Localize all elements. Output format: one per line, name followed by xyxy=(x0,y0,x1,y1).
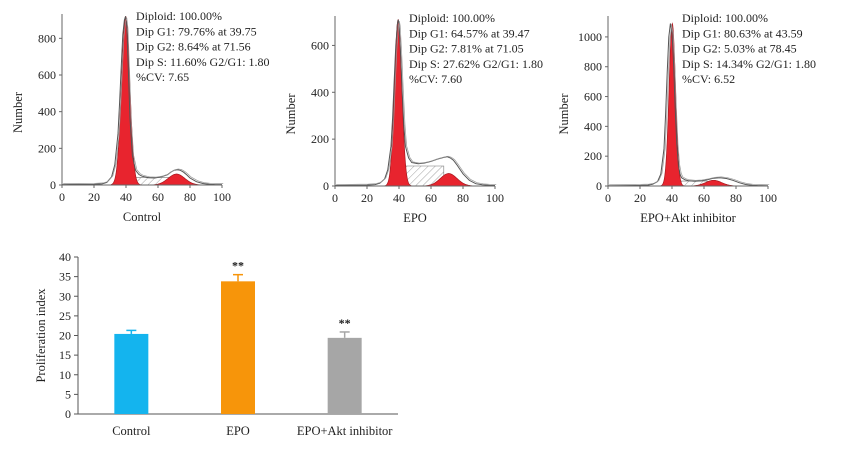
histogram-fit-line xyxy=(336,21,497,185)
x-tick-label: 20 xyxy=(634,191,646,205)
histogram-panel: 0 20 40 60 80 100 0 200 400 600 EPO Number Diploid: … xyxy=(284,11,543,225)
significance-marker: ** xyxy=(232,259,244,273)
x-tick-label: 0 xyxy=(59,190,65,204)
y-tick-label: 800 xyxy=(38,31,56,45)
x-tick-label: 20 xyxy=(88,190,100,204)
y-tick-label: 200 xyxy=(584,149,602,163)
x-axis-label: Control xyxy=(123,210,162,224)
y-axis-label: Number xyxy=(11,91,25,133)
significance-marker: ** xyxy=(339,316,351,330)
y-tick-label: 15 xyxy=(59,348,71,362)
y-axis-label: Proliferation index xyxy=(34,288,48,383)
x-tick-label: 20 xyxy=(361,191,373,205)
x-tick-label: 80 xyxy=(457,191,469,205)
histogram-fit-line xyxy=(63,17,224,184)
y-tick-label: 30 xyxy=(59,289,71,303)
histogram-panel: 0 20 40 60 80 100 0 200 400 600 800 Control Number Di… xyxy=(11,9,270,224)
g1-peak xyxy=(659,22,686,187)
stats-annotation: Dip S: 14.34% G2/G1: 1.80 xyxy=(682,57,816,71)
proliferation-bar-chart: 0 5 10 15 20 25 30 35 40 Proliferation index Contr… xyxy=(34,250,398,438)
y-tick-label: 600 xyxy=(584,90,602,104)
x-tick-label: 0 xyxy=(605,191,611,205)
stats-annotation: Dip G2: 5.03% at 78.45 xyxy=(682,42,797,56)
stats-annotation: Dip G1: 80.63% at 43.59 xyxy=(682,26,803,40)
y-tick-label: 0 xyxy=(323,179,329,193)
bar xyxy=(221,281,255,414)
stats-annotation: Diploid: 100.00% xyxy=(682,11,768,25)
x-tick-label: 60 xyxy=(425,191,437,205)
y-tick-label: 0 xyxy=(50,178,56,192)
y-tick-label: 35 xyxy=(59,270,71,284)
x-tick-label: 40 xyxy=(666,191,678,205)
x-category-label: Control xyxy=(112,424,151,438)
x-tick-label: 100 xyxy=(486,191,504,205)
histogram-line xyxy=(334,19,496,186)
bar xyxy=(114,333,149,414)
y-axis-label: Number xyxy=(284,93,298,135)
x-tick-label: 60 xyxy=(698,191,710,205)
stats-annotation: %CV: 7.65 xyxy=(136,70,189,84)
histogram-fit-line xyxy=(609,24,770,186)
y-tick-label: 25 xyxy=(59,309,71,323)
y-tick-label: 10 xyxy=(59,368,71,382)
stats-annotation: Dip S: 27.62% G2/G1: 1.80 xyxy=(409,57,543,71)
x-axis-label: EPO xyxy=(403,211,427,225)
s-phase-hatch xyxy=(401,165,445,187)
y-tick-label: 20 xyxy=(59,329,71,343)
y-tick-label: 40 xyxy=(59,250,71,264)
y-tick-label: 400 xyxy=(584,119,602,133)
y-tick-label: 800 xyxy=(584,60,602,74)
stats-annotation: Dip G2: 8.64% at 71.56 xyxy=(136,40,251,54)
y-tick-label: 400 xyxy=(38,105,56,119)
y-axis-label: Number xyxy=(557,93,571,135)
stats-annotation: Dip G1: 64.57% at 39.47 xyxy=(409,26,530,40)
x-axis-label: EPO+Akt inhibitor xyxy=(640,211,736,225)
x-tick-label: 80 xyxy=(730,191,742,205)
y-tick-label: 600 xyxy=(38,68,56,82)
x-tick-label: 100 xyxy=(213,190,231,204)
x-tick-label: 0 xyxy=(332,191,338,205)
stats-annotation: %CV: 7.60 xyxy=(409,72,462,86)
stats-annotation: Dip G2: 7.81% at 71.05 xyxy=(409,42,524,56)
x-tick-label: 60 xyxy=(152,190,164,204)
y-tick-label: 5 xyxy=(65,387,71,401)
histogram-line xyxy=(607,23,769,187)
x-tick-label: 40 xyxy=(393,191,405,205)
y-tick-label: 200 xyxy=(311,132,329,146)
x-category-label: EPO+Akt inhibitor xyxy=(297,424,393,438)
x-tick-label: 100 xyxy=(759,191,777,205)
y-tick-label: 400 xyxy=(311,85,329,99)
stats-annotation: Diploid: 100.00% xyxy=(136,9,222,23)
y-tick-label: 600 xyxy=(311,38,329,52)
stats-annotation: Diploid: 100.00% xyxy=(409,11,495,25)
x-category-label: EPO xyxy=(226,424,250,438)
y-tick-label: 200 xyxy=(38,141,56,155)
stats-annotation: Dip S: 11.60% G2/G1: 1.80 xyxy=(136,55,270,69)
x-tick-label: 40 xyxy=(120,190,132,204)
histogram-line xyxy=(61,16,222,186)
x-tick-label: 80 xyxy=(184,190,196,204)
stats-annotation: %CV: 6.52 xyxy=(682,72,735,86)
y-tick-label: 0 xyxy=(65,407,71,421)
y-tick-label: 1000 xyxy=(578,30,602,44)
stats-annotation: Dip G1: 79.76% at 39.75 xyxy=(136,24,257,38)
bar xyxy=(327,337,362,414)
y-tick-label: 0 xyxy=(596,179,602,193)
histogram-panels: 0 20 40 60 80 1000200400600800ControlNumberDi… xyxy=(11,9,816,225)
